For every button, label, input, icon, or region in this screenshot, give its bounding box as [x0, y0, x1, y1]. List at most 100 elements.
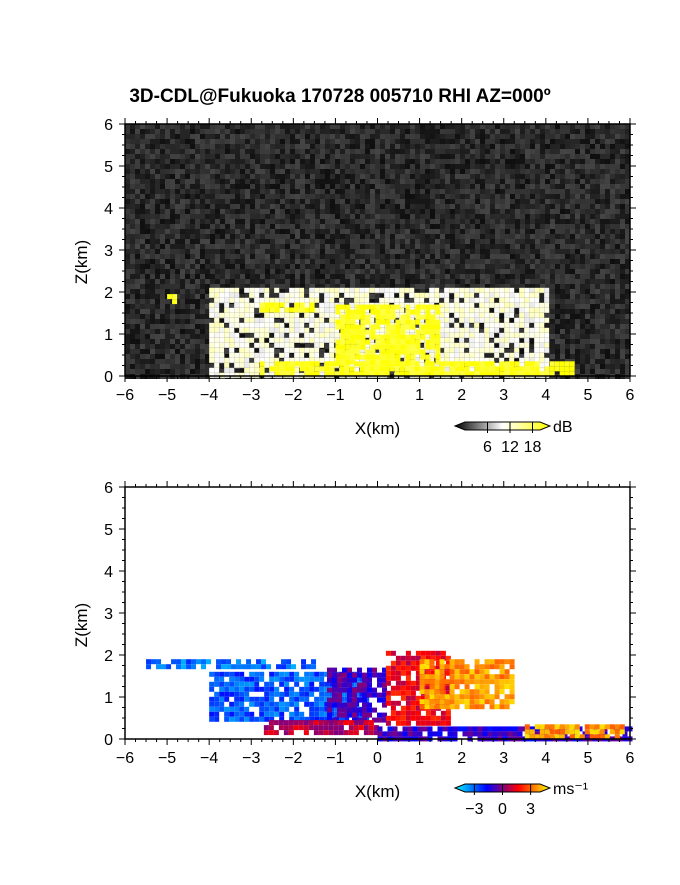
- noise-cell: [200, 224, 205, 229]
- noise-cell: [585, 224, 590, 229]
- noise-cell: [555, 284, 560, 289]
- noise-cell: [340, 129, 345, 134]
- noise-cell: [440, 174, 445, 179]
- noise-cell: [210, 259, 215, 264]
- noise-cell: [340, 244, 345, 249]
- noise-cell: [175, 224, 180, 229]
- noise-cell: [595, 324, 600, 329]
- noise-cell: [625, 289, 630, 294]
- noise-cell: [505, 149, 510, 154]
- noise-cell: [125, 314, 130, 319]
- noise-cell: [435, 199, 440, 204]
- noise-cell: [285, 269, 290, 274]
- noise-cell: [125, 339, 130, 344]
- noise-cell: [425, 149, 430, 154]
- noise-cell: [155, 129, 160, 134]
- noise-cell: [515, 249, 520, 254]
- noise-cell: [160, 204, 165, 209]
- noise-cell: [570, 319, 575, 324]
- noise-cell: [495, 254, 500, 259]
- noise-cell: [270, 264, 275, 269]
- noise-cell: [415, 179, 420, 184]
- noise-cell: [575, 189, 580, 194]
- noise-cell: [420, 154, 425, 159]
- noise-cell: [185, 364, 190, 369]
- noise-cell: [130, 289, 135, 294]
- noise-cell: [485, 124, 490, 129]
- noise-cell: [320, 134, 325, 139]
- noise-cell: [470, 214, 475, 219]
- noise-cell: [215, 209, 220, 214]
- noise-cell: [610, 299, 615, 304]
- noise-cell: [445, 124, 450, 129]
- noise-cell: [285, 189, 290, 194]
- noise-cell: [230, 179, 235, 184]
- noise-cell: [150, 189, 155, 194]
- noise-cell: [510, 319, 515, 324]
- noise-cell: [495, 159, 500, 164]
- noise-cell: [395, 239, 400, 244]
- noise-cell: [570, 274, 575, 279]
- noise-cell: [470, 189, 475, 194]
- noise-cell: [510, 144, 515, 149]
- noise-cell: [325, 199, 330, 204]
- noise-cell: [180, 369, 185, 374]
- noise-cell: [530, 169, 535, 174]
- noise-cell: [245, 139, 250, 144]
- noise-cell: [310, 264, 315, 269]
- noise-cell: [145, 194, 150, 199]
- noise-cell: [280, 214, 285, 219]
- noise-cell: [250, 204, 255, 209]
- noise-cell: [320, 124, 325, 129]
- noise-cell: [540, 154, 545, 159]
- noise-cell: [520, 234, 525, 239]
- noise-cell: [125, 334, 130, 339]
- noise-cell: [365, 259, 370, 264]
- noise-cell: [605, 284, 610, 289]
- noise-cell: [525, 134, 530, 139]
- noise-cell: [200, 279, 205, 284]
- noise-cell: [440, 149, 445, 154]
- noise-cell: [165, 289, 170, 294]
- noise-cell: [130, 229, 135, 234]
- noise-cell: [240, 289, 245, 294]
- noise-cell: [560, 184, 565, 189]
- noise-cell: [425, 234, 430, 239]
- noise-cell: [325, 124, 330, 129]
- noise-cell: [195, 219, 200, 224]
- noise-cell: [570, 254, 575, 259]
- noise-cell: [355, 234, 360, 239]
- noise-cell: [555, 314, 560, 319]
- noise-cell: [425, 124, 430, 129]
- noise-cell: [265, 214, 270, 219]
- noise-cell: [480, 264, 485, 269]
- noise-cell: [595, 349, 600, 354]
- noise-cell: [570, 214, 575, 219]
- noise-cell: [245, 254, 250, 259]
- noise-cell: [380, 229, 385, 234]
- noise-cell: [320, 279, 325, 284]
- noise-cell: [150, 309, 155, 314]
- noise-cell: [130, 324, 135, 329]
- noise-cell: [310, 279, 315, 284]
- noise-cell: [165, 264, 170, 269]
- noise-cell: [525, 264, 530, 269]
- noise-cell: [550, 314, 555, 319]
- noise-cell: [575, 134, 580, 139]
- noise-cell: [395, 194, 400, 199]
- noise-cell: [300, 234, 305, 239]
- noise-cell: [425, 264, 430, 269]
- noise-cell: [415, 269, 420, 274]
- noise-cell: [520, 129, 525, 134]
- noise-cell: [365, 129, 370, 134]
- noise-cell: [515, 234, 520, 239]
- noise-cell: [520, 214, 525, 219]
- noise-cell: [165, 209, 170, 214]
- noise-cell: [305, 354, 310, 359]
- noise-cell: [255, 284, 260, 289]
- noise-cell: [255, 274, 260, 279]
- noise-cell: [340, 254, 345, 259]
- noise-cell: [185, 239, 190, 244]
- noise-cell: [190, 259, 195, 264]
